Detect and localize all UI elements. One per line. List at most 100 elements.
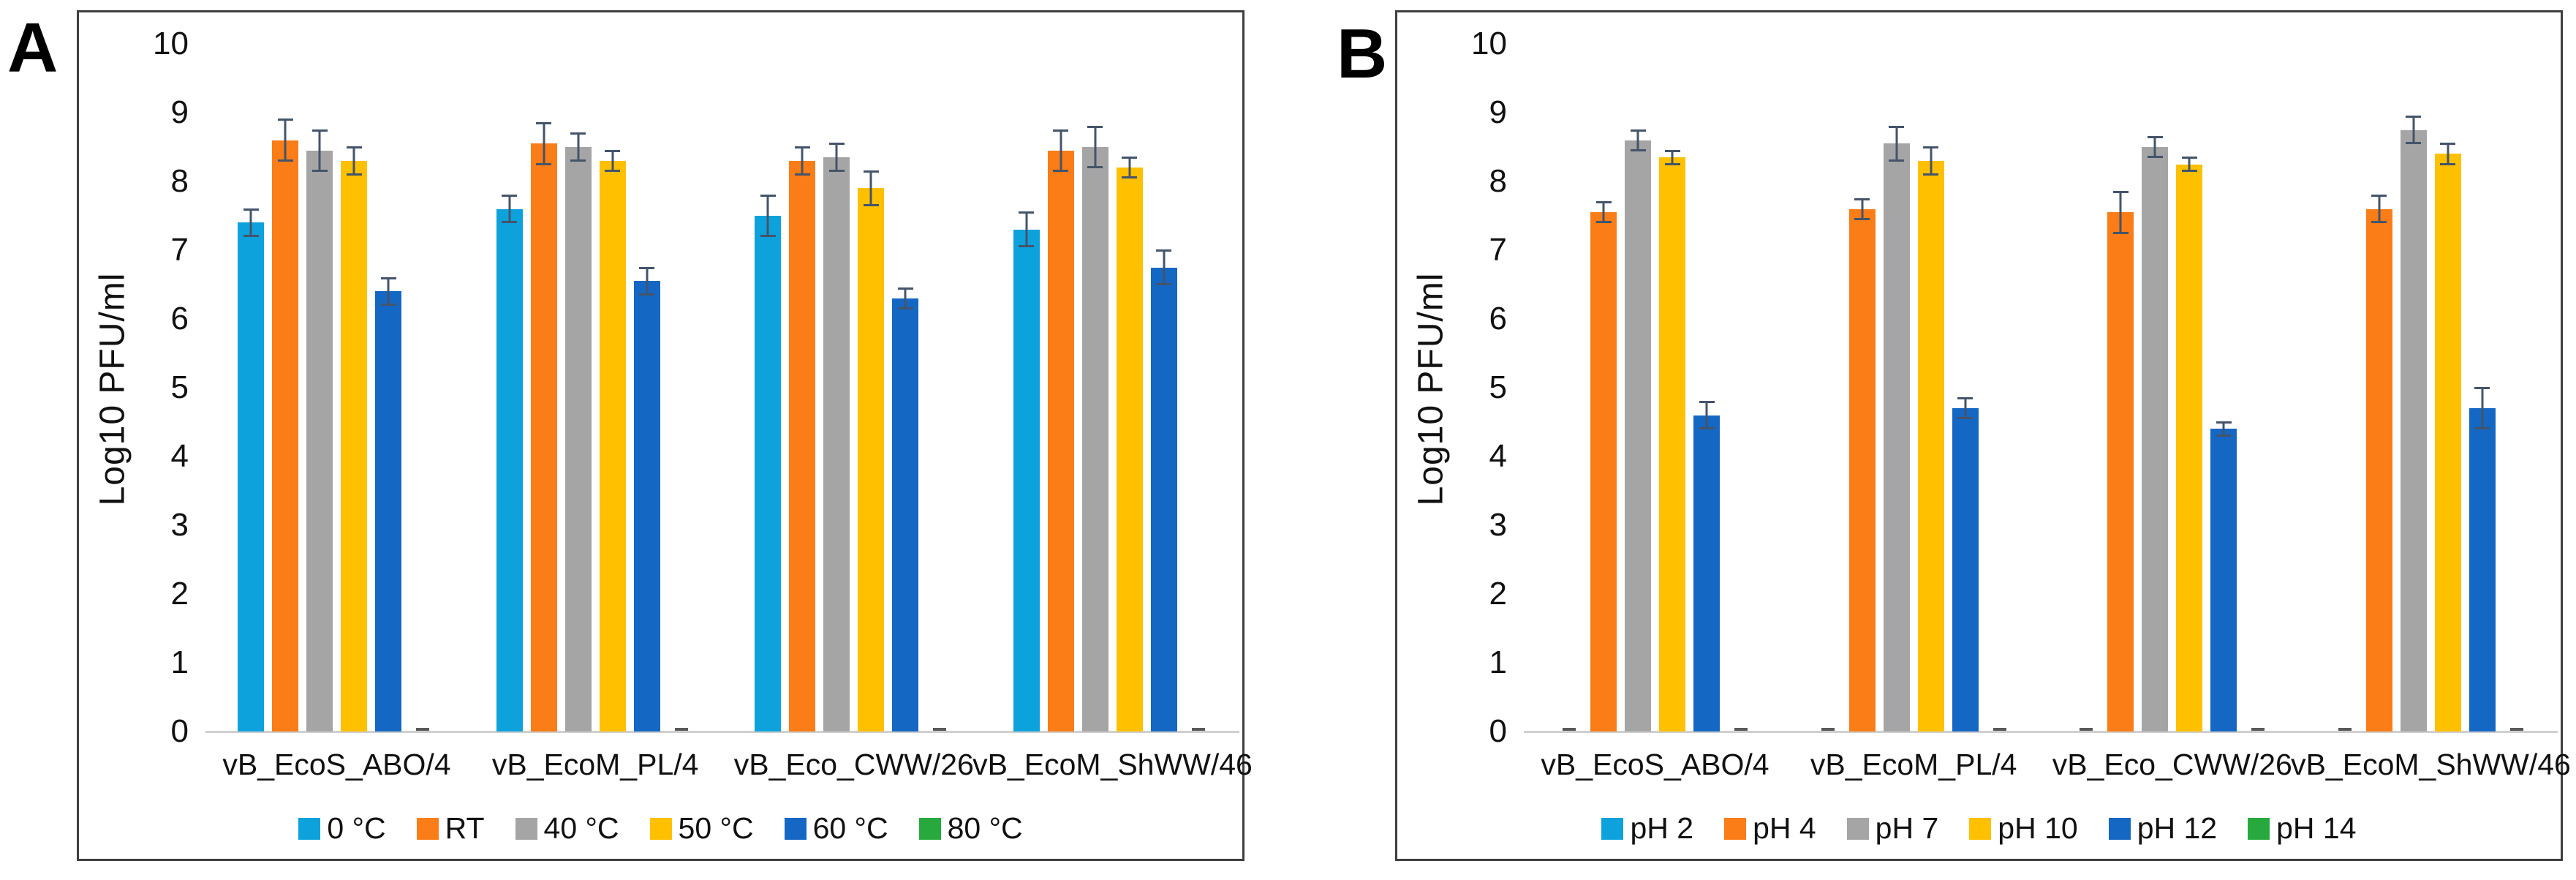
bar [530,122,557,732]
bar-slot [1150,44,1177,732]
error-bar [1019,211,1035,248]
error-bar-cap [1156,249,1172,252]
error-bar [639,266,655,296]
error-bar [605,149,621,172]
error-bar [1889,125,1905,162]
y-tick-label: 6 [170,301,189,336]
legend-item: pH 2 [1601,811,1693,846]
bar [341,146,367,732]
error-bar-cap [605,169,621,172]
y-tick-label: 9 [170,94,189,130]
bar [1917,146,1944,732]
error-bar-cap [311,169,328,172]
y-tick-label: 2 [170,576,189,612]
error-bar [2474,387,2490,430]
bar-group: vB_EcoS_ABO/4 [1541,44,1769,781]
bar-slot [823,44,850,732]
y-tick-label: 8 [1489,163,1507,199]
y-tick-label: 1 [170,644,189,680]
error-bar-cap [346,146,362,149]
legend-label: pH 2 [1630,811,1694,845]
bar [1952,397,1979,732]
error-bar [1957,397,1973,420]
legend-item: pH 14 [2248,811,2357,846]
error-bar [1854,198,1870,220]
legend-item: RT [416,811,485,846]
bar [823,143,850,732]
near-zero-bar [1993,728,2006,731]
error-bar-cap [2406,142,2422,145]
error-bar-cap [1923,173,1939,176]
plot-groups: vB_EcoS_ABO/4 vB_EcoM_PL/4 vB_Eco_CWW/26 vB… [213,44,1253,781]
legend-swatch [918,817,941,840]
category-label: vB_Eco_CWW/26 [733,748,974,781]
legend-label: 80 °C [947,811,1023,845]
bar-slot [668,44,695,732]
y-tick-label: 4 [1489,438,1507,474]
legend-item: pH 7 [1846,811,1938,846]
error-bar-cap [2147,156,2163,159]
legend-label: RT [445,811,485,845]
error-bar-cap [1854,217,1870,220]
error-bar-cap [1053,129,1069,132]
legend: 0 °C RT 40 °C 50 °C 60 °C 80 °C [79,811,1242,846]
bar-slot [1590,44,1617,732]
error-bar-cap [863,203,879,206]
bar [755,194,782,732]
bar-slot [1556,44,1582,732]
legend-swatch [2248,817,2270,840]
near-zero-bar [1821,728,1835,731]
error-bar-cap [1699,427,1715,430]
near-zero-bar [2251,728,2265,731]
error-bar [1923,146,1939,176]
legend-item: 80 °C [918,811,1023,846]
error-bar-cap [277,119,293,121]
error-bar-cap [1156,283,1172,285]
error-bar-cap [570,159,586,162]
y-tick-label: 7 [170,232,189,268]
bar [1659,149,1685,732]
error-bar-cap [536,162,552,165]
plot-groups: vB_EcoS_ABO/4 vB_EcoM_PL/4 vB_Eco_CWW/26 vB… [1531,44,2571,781]
bar-slot [272,44,298,732]
near-zero-bar [1734,728,1748,731]
bar-slot [1952,44,1979,732]
error-bar-cap [639,266,655,269]
bar-slot [1047,44,1074,732]
error-bar-cap [1053,169,1069,172]
legend-swatch [1601,817,1624,840]
y-tick-label: 10 [153,26,189,61]
error-bar-cap [1923,146,1939,149]
error-bar-cap [570,132,586,135]
category-label: vB_EcoS_ABO/4 [1541,748,1769,781]
error-bar-cap [1889,159,1905,162]
bar-group: vB_EcoS_ABO/4 [222,44,451,781]
bar-slot [2245,44,2271,732]
near-zero-bar [416,728,429,731]
bar-slot [2365,44,2392,732]
error-bar-cap [1957,397,1973,400]
error-bar [570,132,586,162]
error-bar-cap [380,277,396,279]
bar-slot [375,44,401,732]
bar-slot [530,44,557,732]
bar-slot [2107,44,2134,732]
y-tick-label: 0 [1489,713,1507,749]
bar-slot [564,44,592,732]
legend-item: 40 °C [515,811,619,846]
bar [1883,125,1910,732]
y-tick-label: 1 [1489,644,1507,680]
bar [1013,211,1040,732]
near-zero-bar [933,728,947,731]
error-bar-cap [1889,125,1905,128]
bar-slot [2142,44,2169,732]
bar [1116,157,1143,732]
y-tick-label: 3 [170,507,189,543]
legend-swatch [298,817,321,840]
bar-slot [599,44,626,732]
legend-swatch [784,817,807,840]
y-axis-ticks: 0 1 2 3 4 5 6 7 8 9 10 [79,12,196,859]
error-bar [2406,115,2422,145]
bar-slot [2332,44,2358,732]
x-axis-line [1524,731,2558,733]
